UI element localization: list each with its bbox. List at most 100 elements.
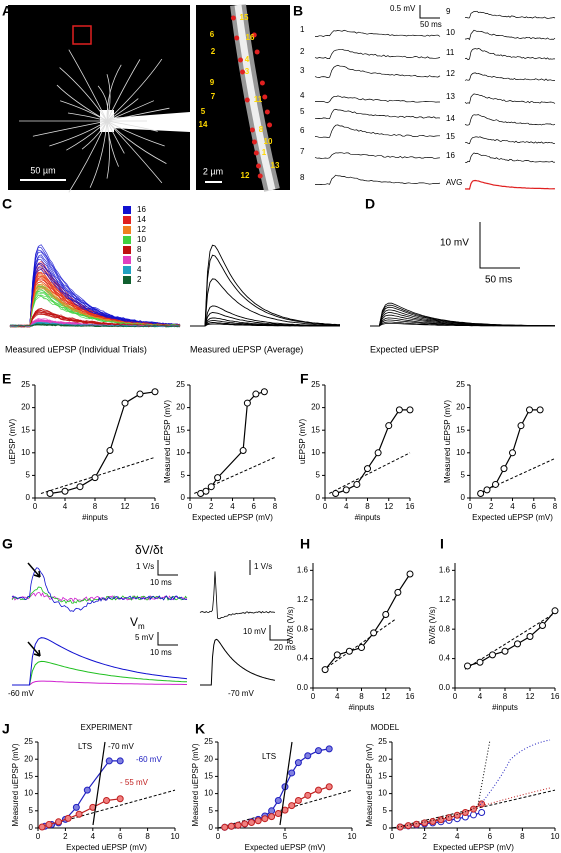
- y-axis-label: Measured uEPSP (mV): [163, 400, 172, 483]
- data-point: [75, 810, 83, 818]
- y-tick-label: 15: [204, 772, 213, 781]
- input-site: [259, 80, 265, 86]
- input-label: 8: [259, 125, 264, 134]
- x-tick-label: 2: [63, 832, 68, 841]
- y-tick-label: 5: [461, 471, 466, 480]
- x-tick-label: 12: [526, 692, 535, 701]
- y-tick-label: 20: [24, 754, 33, 763]
- x-tick-label: 12: [121, 502, 130, 511]
- y-tick-label: 15: [24, 772, 33, 781]
- trace: [189, 254, 340, 327]
- trace: [464, 152, 556, 164]
- axes: [324, 385, 410, 499]
- data-point: [234, 821, 242, 829]
- input-label: 7: [211, 92, 216, 101]
- x-tick-label: 8: [273, 502, 278, 511]
- input-site: [257, 173, 263, 179]
- trace: [199, 571, 276, 620]
- y-tick-label: 20: [176, 403, 185, 412]
- data-point: [353, 480, 361, 488]
- scale-label: 50 ms: [485, 275, 512, 286]
- y-tick-label: 15: [311, 425, 320, 434]
- x-axis-label: #inputs: [82, 513, 108, 522]
- scale-label: 50 µm: [30, 165, 55, 175]
- dendrite-branch: [59, 67, 108, 122]
- legend-swatch: [123, 256, 131, 264]
- data-point: [478, 800, 486, 808]
- input-site: [256, 163, 262, 169]
- trace: [464, 114, 556, 126]
- dendrite-branch: [106, 59, 141, 122]
- y-tick-label: 10: [21, 448, 30, 457]
- y-tick-label: 5: [209, 806, 214, 815]
- input-label: 13: [271, 161, 280, 170]
- input-site: [230, 15, 236, 21]
- data-point: [476, 658, 484, 666]
- y-axis-label: Measured uEPSP (mV): [191, 743, 200, 826]
- scale-label: 2 µm: [203, 166, 223, 176]
- data-point: [151, 388, 159, 396]
- x-tick-label: 0: [33, 502, 38, 511]
- trace: [465, 136, 556, 145]
- x-axis-label: Expected uEPSP (mV): [245, 843, 326, 852]
- x-tick-label: 6: [252, 502, 257, 511]
- y-tick-label: 10: [311, 448, 320, 457]
- scale-label: 10 mV: [243, 627, 267, 636]
- data-point: [260, 388, 268, 396]
- data-point: [83, 786, 91, 794]
- x-axis-label: #inputs: [349, 703, 375, 712]
- x-tick-label: 12: [381, 692, 390, 701]
- data-point: [103, 796, 110, 804]
- input-label: 4: [245, 55, 250, 64]
- trace: [12, 680, 187, 686]
- panel-label: E: [2, 371, 11, 387]
- dendrite-branch: [68, 120, 108, 193]
- trace: [9, 244, 181, 328]
- trace-label: 3: [300, 66, 305, 75]
- data-point: [333, 651, 341, 659]
- y-tick-label: 0.4: [297, 654, 309, 663]
- legend-swatch: [123, 206, 131, 214]
- x-tick-label: 0: [468, 502, 473, 511]
- dendrite-branch: [106, 120, 125, 154]
- x-axis-label: #inputs: [492, 703, 518, 712]
- trace-label: 11: [446, 48, 455, 57]
- data-point: [445, 814, 453, 822]
- input-label: 2: [211, 47, 216, 56]
- data-point: [514, 640, 521, 648]
- series-line: [224, 786, 330, 828]
- axes: [469, 385, 555, 499]
- x-tick-label: 0: [311, 692, 316, 701]
- legend-swatch: [123, 276, 131, 284]
- legend-swatch: [123, 266, 131, 274]
- input-label: 11: [254, 95, 263, 104]
- data-point: [214, 474, 222, 482]
- data-point: [304, 791, 312, 799]
- input-site: [251, 139, 257, 145]
- y-tick-label: 15: [456, 425, 465, 434]
- x-tick-label: 10: [348, 832, 357, 841]
- reference-line: [322, 618, 396, 671]
- annotation: -70 mV: [108, 742, 134, 751]
- trace: [12, 637, 188, 686]
- pipette: [110, 112, 190, 132]
- x-tick-label: 0: [390, 832, 395, 841]
- trace-label: 15: [446, 132, 455, 141]
- input-label: 1: [262, 148, 267, 157]
- label: V: [130, 615, 138, 629]
- data-point: [406, 570, 414, 578]
- y-tick-label: 15: [378, 772, 387, 781]
- trace: [369, 323, 555, 327]
- data-point: [105, 757, 113, 765]
- y-tick-label: 10: [456, 448, 465, 457]
- trace-label: 5: [300, 107, 305, 116]
- data-point: [221, 823, 229, 831]
- data-point: [268, 813, 276, 821]
- legend-label: 2: [137, 275, 142, 284]
- data-point: [500, 465, 508, 473]
- x-axis-label: #inputs: [355, 513, 381, 522]
- data-point: [421, 819, 429, 827]
- x-tick-label: 8: [145, 832, 150, 841]
- data-point: [72, 803, 80, 811]
- legend-swatch: [123, 236, 131, 244]
